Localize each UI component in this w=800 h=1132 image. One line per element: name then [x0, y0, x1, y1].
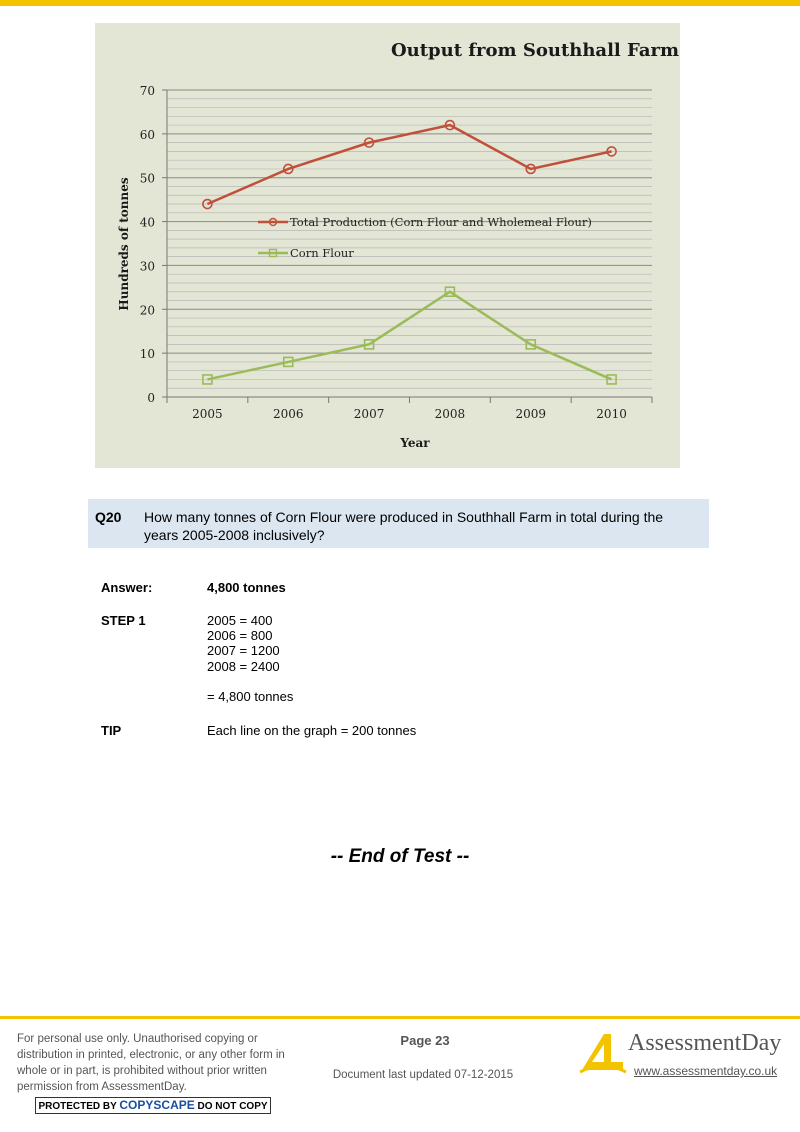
- y-tick-label: 60: [140, 128, 155, 142]
- badge-suffix: DO NOT COPY: [194, 1101, 268, 1112]
- chart-title: Output from Southhall Farm: [391, 40, 679, 61]
- question-number: Q20: [95, 509, 122, 525]
- y-tick-label: 70: [140, 84, 155, 98]
- data-point: [282, 163, 294, 175]
- copyscape-badge[interactable]: PROTECTED BY COPYSCAPE DO NOT COPY: [35, 1097, 271, 1114]
- step-line: 2005 = 400: [207, 613, 273, 628]
- badge-prefix: PROTECTED BY: [38, 1101, 120, 1112]
- tip-text: Each line on the graph = 200 tonnes: [207, 723, 417, 738]
- step-line: 2007 = 1200: [207, 643, 280, 658]
- website-link[interactable]: www.assessmentday.co.uk: [634, 1064, 778, 1078]
- x-tick-label: 2010: [596, 407, 627, 421]
- end-of-test: -- End of Test --: [330, 846, 470, 867]
- x-tick-label: 2006: [273, 407, 304, 421]
- data-point: [444, 119, 456, 131]
- top-accent-bar: [0, 0, 800, 6]
- answer-value: 4,800 tonnes: [207, 580, 286, 595]
- y-tick-label: 20: [140, 303, 155, 317]
- question-box: Q20 How many tonnes of Corn Flour were p…: [88, 499, 709, 548]
- line-chart: Output from Southhall Farm 0 10 20 30 40 50 60 7…: [117, 40, 679, 450]
- y-axis-title: Hundreds of tonnes: [117, 177, 131, 310]
- y-tick-label: 30: [140, 259, 155, 273]
- page-number: Page 23: [400, 1033, 450, 1048]
- legend-label: Corn Flour: [290, 246, 354, 260]
- y-tick-label: 10: [140, 347, 155, 361]
- x-axis-title: Year: [399, 436, 430, 450]
- data-point: [202, 198, 213, 210]
- question-text: How many tonnes of Corn Flour were produ…: [144, 509, 664, 543]
- legend-label: Total Production (Corn Flour and Wholeme…: [290, 215, 592, 229]
- step-label: STEP 1: [101, 613, 146, 628]
- series-line: [206, 123, 612, 206]
- assessmentday-logo-icon: [579, 1034, 627, 1074]
- logo-text[interactable]: AssessmentDay: [628, 1030, 782, 1056]
- answer-label: Answer:: [101, 580, 153, 595]
- data-point: [444, 286, 456, 298]
- footer-accent-line: [0, 1016, 800, 1019]
- data-point: [202, 374, 213, 385]
- tip-label: TIP: [101, 723, 122, 738]
- last-updated: Document last updated 07-12-2015: [332, 1069, 514, 1081]
- step-total: = 4,800 tonnes: [207, 689, 294, 704]
- y-tick-label: 0: [147, 391, 155, 405]
- data-point: [363, 339, 375, 350]
- x-tick-label: 2005: [192, 407, 223, 421]
- y-tick-label: 40: [140, 216, 155, 230]
- data-point: [606, 146, 617, 157]
- badge-brand: COPYSCAPE: [119, 1098, 195, 1112]
- copyright-notice: For personal use only. Unauthorised copy…: [17, 1033, 285, 1093]
- data-point: [363, 137, 375, 148]
- legend-marker: [268, 248, 278, 258]
- step-line: 2008 = 2400: [207, 659, 280, 674]
- step-line: 2006 = 800: [207, 628, 273, 643]
- legend-marker: [268, 217, 278, 227]
- y-tick-label: 50: [140, 172, 155, 186]
- data-point: [282, 356, 294, 368]
- data-point: [525, 163, 537, 175]
- x-tick-label: 2007: [354, 407, 385, 421]
- chart-panel: Output from Southhall Farm 0 10 20 30 40 50 60 7…: [95, 23, 680, 468]
- data-point: [606, 374, 617, 385]
- x-tick-label: 2008: [435, 407, 466, 421]
- x-tick-label: 2009: [515, 407, 546, 421]
- data-point: [525, 339, 537, 350]
- series-line: [207, 290, 613, 381]
